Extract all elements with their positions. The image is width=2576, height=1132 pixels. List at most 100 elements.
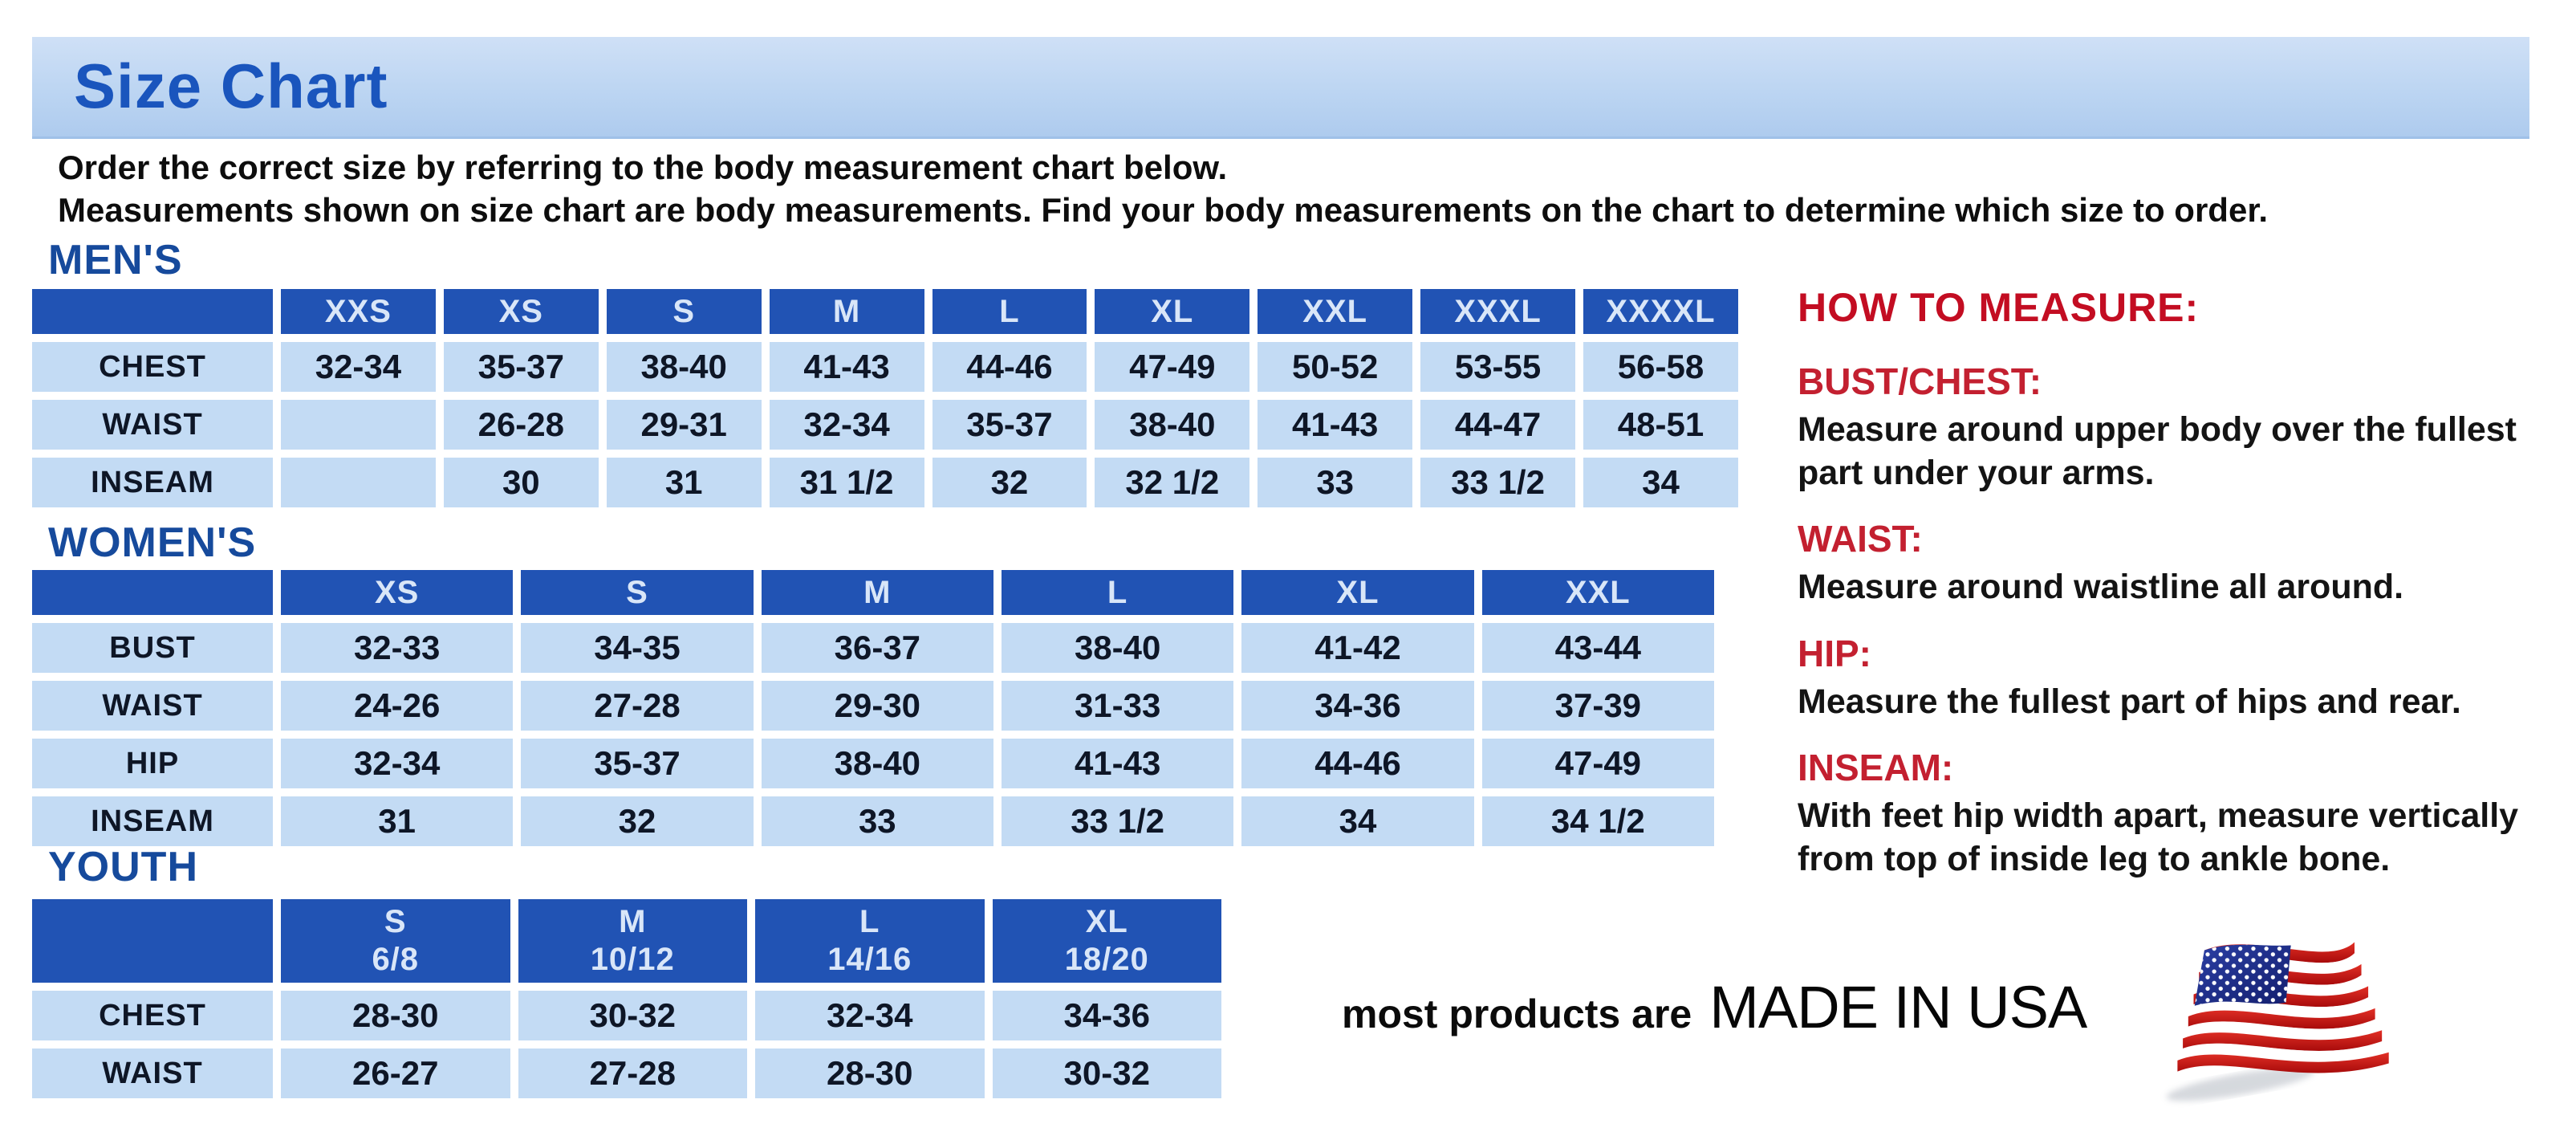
size-cell: 41-43 [1001, 739, 1234, 788]
corner-cell [32, 570, 273, 615]
mens-section-heading: MEN'S [48, 237, 183, 283]
intro-line-1: Order the correct size by referring to t… [58, 149, 1228, 186]
size-cell: 31 [606, 458, 762, 507]
size-cell: 44-46 [1241, 739, 1474, 788]
row-label: WAIST [32, 1049, 273, 1098]
size-cell: 56-58 [1583, 342, 1738, 392]
column-header: XXL [1258, 289, 1413, 334]
size-cell: 44-46 [932, 342, 1087, 392]
column-header: XL [1241, 570, 1474, 615]
size-cell: 26-27 [281, 1049, 510, 1098]
header-row: XS S M L XL XXL [32, 570, 1714, 615]
flag-stripe-white [2185, 1019, 2379, 1040]
size-cell: 27-28 [518, 1049, 747, 1098]
size-cell: 24-26 [281, 681, 514, 731]
size-cell: 31 1/2 [769, 458, 924, 507]
size-cell: 28-30 [281, 991, 510, 1040]
youth-section-heading: YOUTH [48, 844, 198, 890]
size-cell: 41-42 [1241, 623, 1474, 673]
size-cell: 41-43 [769, 342, 924, 392]
size-cell: 35-37 [932, 400, 1087, 450]
size-cell: 37-39 [1481, 681, 1714, 731]
row-label: WAIST [32, 681, 273, 731]
corner-cell [32, 899, 273, 983]
table-row: WAIST 24-26 27-28 29-30 31-33 34-36 37-39 [32, 681, 1714, 731]
column-header: XS [281, 570, 514, 615]
size-cell: 38-40 [1095, 400, 1250, 450]
size-cell: 38-40 [1001, 623, 1234, 673]
how-to-measure-heading: HOW TO MEASURE: [1798, 285, 2200, 330]
column-header: L [1001, 570, 1234, 615]
size-cell [281, 458, 436, 507]
made-in-emphasis: MADE IN USA [1709, 974, 2087, 1040]
size-cell: 35-37 [521, 739, 754, 788]
measure-label-bust-chest: BUST/CHEST: [1798, 360, 2042, 402]
size-cell: 34-36 [1241, 681, 1474, 731]
table-row: WAIST 26-27 27-28 28-30 30-32 [32, 1049, 1221, 1098]
size-cell: 32 [932, 458, 1087, 507]
size-cell: 44-47 [1420, 400, 1575, 450]
title-banner: Size Chart [32, 37, 2529, 139]
intro-text: Order the correct size by referring to t… [58, 146, 2513, 231]
column-header: S [521, 570, 754, 615]
table-row: WAIST 26-28 29-31 32-34 35-37 38-40 41-43 44-47… [32, 400, 1738, 450]
size-cell: 31-33 [1001, 681, 1234, 731]
column-header: S [606, 289, 762, 334]
size-cell: 33 1/2 [1001, 796, 1234, 846]
measure-text-hip: Measure the fullest part of hips and rea… [1798, 682, 2461, 721]
size-cell: 34 [1241, 796, 1474, 846]
measure-text-waist: Measure around waistline all around. [1798, 568, 2404, 607]
flag-stripe-red [2188, 1008, 2375, 1029]
column-header: XXS [281, 289, 436, 334]
flag-stars [2194, 944, 2291, 1006]
size-cell: 35-37 [443, 342, 599, 392]
size-cell: 27-28 [521, 681, 754, 731]
size-cell: 47-49 [1481, 739, 1714, 788]
measure-label-waist: WAIST: [1798, 518, 1923, 560]
header-row: S 6/8 M 10/12 L 14/16 XL 18/20 [32, 899, 1221, 983]
column-header: XXL [1481, 570, 1714, 615]
column-header: M [761, 570, 993, 615]
size-cell: 31 [281, 796, 514, 846]
column-header: XL [1095, 289, 1250, 334]
flag-stripe-red [2177, 1052, 2389, 1073]
usa-flag-icon [2166, 942, 2389, 1101]
column-size: XL [1085, 903, 1128, 939]
size-cell: 32-34 [769, 400, 924, 450]
size-cell: 32 [521, 796, 754, 846]
intro-line-2: Measurements shown on size chart are bod… [58, 191, 2269, 229]
row-label: WAIST [32, 400, 273, 450]
row-label: INSEAM [32, 796, 273, 846]
size-cell: 32-34 [281, 739, 514, 788]
size-cell: 34 1/2 [1481, 796, 1714, 846]
table-row: CHEST 32-34 35-37 38-40 41-43 44-46 47-49 50-52… [32, 342, 1738, 392]
size-cell [281, 400, 436, 450]
size-cell: 26-28 [443, 400, 599, 450]
size-cell: 30 [443, 458, 599, 507]
size-cell: 43-44 [1481, 623, 1714, 673]
size-cell: 34-36 [992, 991, 1221, 1040]
page-title: Size Chart [74, 51, 388, 121]
made-in-usa-line: most products are MADE IN USA [1342, 973, 2087, 1041]
column-header: L 14/16 [755, 899, 985, 983]
size-cell: 33 [1258, 458, 1413, 507]
measure-text-inseam: With feet hip width apart, measure verti… [1798, 796, 2519, 878]
column-size-range: 18/20 [1064, 942, 1149, 977]
row-label: HIP [32, 739, 273, 788]
row-label: CHEST [32, 342, 273, 392]
table-row: BUST 32-33 34-35 36-37 38-40 41-42 43-44 [32, 623, 1714, 673]
row-label: BUST [32, 623, 273, 673]
measure-label-hip: HIP: [1798, 632, 1871, 674]
table-row: HIP 32-34 35-37 38-40 41-43 44-46 47-49 [32, 739, 1714, 788]
size-cell: 29-31 [606, 400, 762, 450]
size-cell: 38-40 [606, 342, 762, 392]
table-row: INSEAM 30 31 31 1/2 32 32 1/2 33 33 1/2 34 [32, 458, 1738, 507]
size-cell: 48-51 [1583, 400, 1738, 450]
size-cell: 30-32 [992, 1049, 1221, 1098]
mens-size-table: XXS XS S M L XL XXL XXXL XXXXL CHEST 32-34 35-37 38-… [24, 281, 1746, 515]
size-cell: 34-35 [521, 623, 754, 673]
column-header: XXXXL [1583, 289, 1738, 334]
youth-size-table: S 6/8 M 10/12 L 14/16 XL 18/20 CHEST 28-30 30-32 32… [24, 891, 1229, 1106]
how-to-measure-panel: HOW TO MEASURE: BUST/CHEST: Measure arou… [1798, 284, 2560, 903]
flag-shadow [2166, 1067, 2314, 1101]
